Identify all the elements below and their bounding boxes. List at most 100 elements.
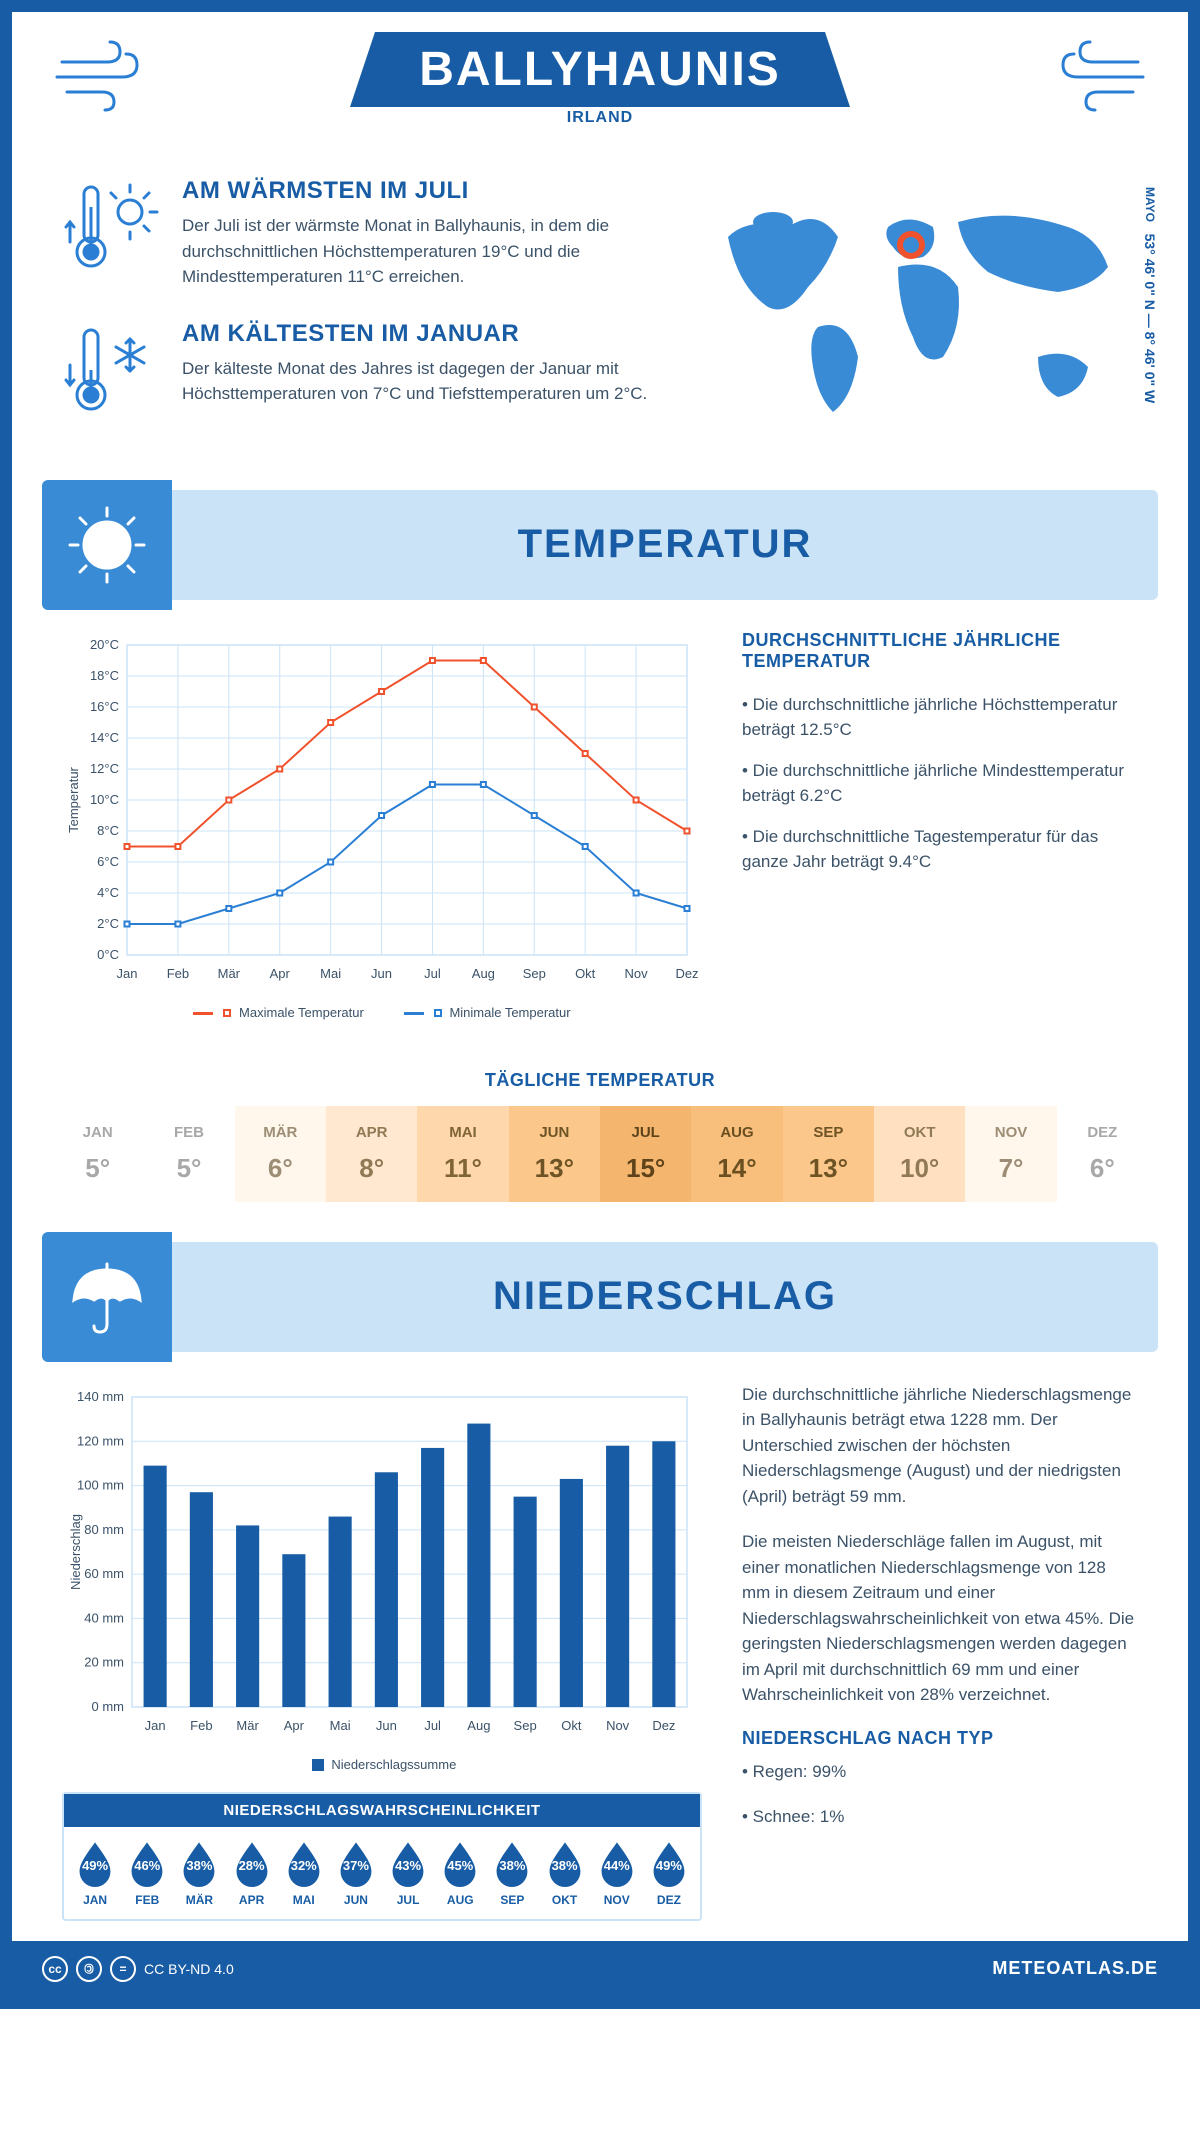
daily-cell: JUN13° xyxy=(509,1106,600,1202)
legend-precip: Niederschlagssumme xyxy=(331,1757,456,1772)
cold-block: AM KÄLTESTEN IM JANUAR Der kälteste Mona… xyxy=(62,320,658,420)
daily-cell: MAI11° xyxy=(417,1106,508,1202)
svg-text:Aug: Aug xyxy=(467,1718,490,1733)
svg-text:0 mm: 0 mm xyxy=(92,1699,125,1714)
svg-text:8°C: 8°C xyxy=(97,823,119,838)
svg-text:0°C: 0°C xyxy=(97,947,119,962)
svg-text:Jul: Jul xyxy=(424,966,441,981)
precipitation-summary: Die durchschnittliche jährliche Niedersc… xyxy=(742,1382,1138,1921)
svg-text:120 mm: 120 mm xyxy=(77,1433,124,1448)
precip-type-title: NIEDERSCHLAG NACH TYP xyxy=(742,1728,1138,1749)
svg-text:Mär: Mär xyxy=(236,1718,259,1733)
svg-text:Okt: Okt xyxy=(561,1718,582,1733)
svg-text:140 mm: 140 mm xyxy=(77,1389,124,1404)
daily-cell: MÄR6° xyxy=(235,1106,326,1202)
svg-text:Jan: Jan xyxy=(117,966,138,981)
probability-title: NIEDERSCHLAGSWAHRSCHEINLICHKEIT xyxy=(64,1794,700,1827)
svg-text:20 mm: 20 mm xyxy=(84,1654,124,1669)
probability-cell: 38%SEP xyxy=(487,1839,537,1907)
svg-text:Jun: Jun xyxy=(371,966,392,981)
lat: 53° 46' 0" N xyxy=(1142,234,1158,310)
probability-cell: 44%NOV xyxy=(592,1839,642,1907)
precip-p2: Die meisten Niederschläge fallen im Augu… xyxy=(742,1529,1138,1708)
precipitation-row: 0 mm20 mm40 mm60 mm80 mm100 mm120 mm140 … xyxy=(12,1382,1188,1941)
daily-cell: DEZ6° xyxy=(1057,1106,1148,1202)
svg-text:Temperatur: Temperatur xyxy=(66,766,81,832)
svg-text:12°C: 12°C xyxy=(90,761,119,776)
daily-cell: SEP13° xyxy=(783,1106,874,1202)
daily-title: TÄGLICHE TEMPERATUR xyxy=(12,1070,1188,1091)
svg-text:Jun: Jun xyxy=(376,1718,397,1733)
probability-cell: 32%MAI xyxy=(279,1839,329,1907)
precipitation-legend: Niederschlagssumme xyxy=(62,1757,702,1772)
world-map: MAYO 53° 46' 0" N — 8° 46' 0" W xyxy=(698,177,1138,450)
svg-text:Sep: Sep xyxy=(514,1718,537,1733)
precip-p1: Die durchschnittliche jährliche Niedersc… xyxy=(742,1382,1138,1510)
precip-rain: • Regen: 99% xyxy=(742,1759,1138,1785)
svg-text:Mai: Mai xyxy=(320,966,341,981)
info-row: AM WÄRMSTEN IM JULI Der Juli ist der wär… xyxy=(12,157,1188,490)
svg-text:Apr: Apr xyxy=(284,1718,305,1733)
temp-p1: • Die durchschnittliche jährliche Höchst… xyxy=(742,692,1138,743)
climate-facts: AM WÄRMSTEN IM JULI Der Juli ist der wär… xyxy=(62,177,658,450)
probability-cell: 28%APR xyxy=(227,1839,277,1907)
probability-cell: 37%JUN xyxy=(331,1839,381,1907)
daily-cell: FEB5° xyxy=(143,1106,234,1202)
daily-cell: AUG14° xyxy=(691,1106,782,1202)
daily-cell: NOV7° xyxy=(965,1106,1056,1202)
probability-grid: 49%JAN46%FEB38%MÄR28%APR32%MAI37%JUN43%J… xyxy=(64,1827,700,1919)
by-icon: 🄯 xyxy=(76,1956,102,1982)
region: MAYO xyxy=(1143,187,1157,222)
license-text: CC BY-ND 4.0 xyxy=(144,1961,234,1977)
svg-text:Niederschlag: Niederschlag xyxy=(68,1514,83,1590)
svg-text:2°C: 2°C xyxy=(97,916,119,931)
precipitation-chart: 0 mm20 mm40 mm60 mm80 mm100 mm120 mm140 … xyxy=(62,1382,702,1742)
svg-text:Apr: Apr xyxy=(270,966,291,981)
header: BALLYHAUNIS IRLAND xyxy=(12,12,1188,157)
probability-cell: 46%FEB xyxy=(122,1839,172,1907)
temperature-legend: Maximale Temperatur Minimale Temperatur xyxy=(62,1005,702,1020)
svg-text:Mär: Mär xyxy=(218,966,241,981)
svg-text:100 mm: 100 mm xyxy=(77,1477,124,1492)
svg-text:16°C: 16°C xyxy=(90,699,119,714)
thermometer-sun-icon xyxy=(62,177,162,277)
thermometer-snow-icon xyxy=(62,320,162,420)
wind-icon xyxy=(52,32,152,126)
warm-block: AM WÄRMSTEN IM JULI Der Juli ist der wär… xyxy=(62,177,658,290)
precipitation-left: 0 mm20 mm40 mm60 mm80 mm100 mm120 mm140 … xyxy=(62,1382,702,1921)
coordinates: MAYO 53° 46' 0" N — 8° 46' 0" W xyxy=(1142,187,1158,403)
probability-cell: 38%MÄR xyxy=(174,1839,224,1907)
legend-max: Maximale Temperatur xyxy=(239,1005,364,1020)
svg-text:14°C: 14°C xyxy=(90,730,119,745)
temp-p2: • Die durchschnittliche jährliche Mindes… xyxy=(742,758,1138,809)
svg-text:Okt: Okt xyxy=(575,966,596,981)
cold-title: AM KÄLTESTEN IM JANUAR xyxy=(182,320,658,348)
legend-min: Minimale Temperatur xyxy=(449,1005,570,1020)
daily-cell: JUL15° xyxy=(600,1106,691,1202)
cold-text: AM KÄLTESTEN IM JANUAR Der kälteste Mona… xyxy=(182,320,658,420)
probability-box: NIEDERSCHLAGSWAHRSCHEINLICHKEIT 49%JAN46… xyxy=(62,1792,702,1921)
svg-text:Jul: Jul xyxy=(424,1718,441,1733)
temperature-row: 0°C2°C4°C6°C8°C10°C12°C14°C16°C18°C20°CJ… xyxy=(12,630,1188,1050)
svg-text:6°C: 6°C xyxy=(97,854,119,869)
cold-desc: Der kälteste Monat des Jahres ist dagege… xyxy=(182,356,658,407)
svg-text:Mai: Mai xyxy=(330,1718,351,1733)
country-name: IRLAND xyxy=(12,109,1188,127)
nd-icon: = xyxy=(110,1956,136,1982)
svg-text:Jan: Jan xyxy=(145,1718,166,1733)
section-precipitation: NIEDERSCHLAG xyxy=(42,1242,1158,1352)
section-temperature: TEMPERATUR xyxy=(42,490,1158,600)
sep: — xyxy=(1142,314,1158,328)
daily-cell: APR8° xyxy=(326,1106,417,1202)
cc-icon: cc xyxy=(42,1956,68,1982)
temp-summary-title: DURCHSCHNITTLICHE JÄHRLICHE TEMPERATUR xyxy=(742,630,1138,672)
svg-text:4°C: 4°C xyxy=(97,885,119,900)
svg-text:18°C: 18°C xyxy=(90,668,119,683)
temp-p3: • Die durchschnittliche Tagestemperatur … xyxy=(742,824,1138,875)
temperature-chart: 0°C2°C4°C6°C8°C10°C12°C14°C16°C18°C20°CJ… xyxy=(62,630,702,1020)
svg-text:Feb: Feb xyxy=(167,966,189,981)
daily-cell: JAN5° xyxy=(52,1106,143,1202)
section-title: NIEDERSCHLAG xyxy=(172,1274,1158,1319)
wind-icon xyxy=(1048,32,1148,126)
svg-text:Nov: Nov xyxy=(606,1718,630,1733)
